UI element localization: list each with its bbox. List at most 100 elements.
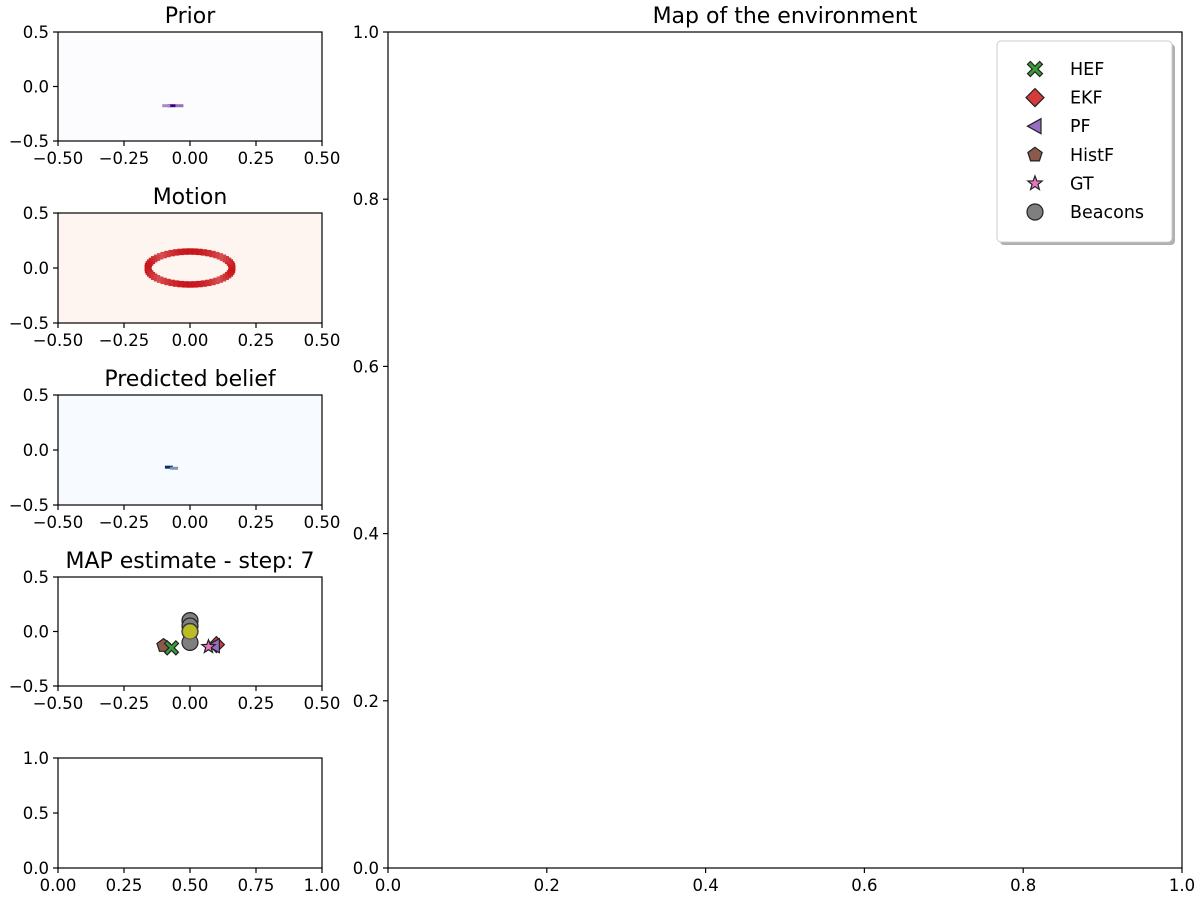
x-tick-label: 0.50 bbox=[304, 513, 341, 532]
axes-title: Motion bbox=[153, 185, 228, 210]
heatmap-cell bbox=[168, 249, 175, 257]
heatmap-cell bbox=[160, 251, 167, 259]
y-tick-label: 0.4 bbox=[353, 525, 379, 544]
x-tick-label: 0.00 bbox=[172, 694, 209, 713]
plot-area-motion bbox=[58, 213, 322, 323]
x-tick-label: −0.25 bbox=[99, 331, 150, 350]
heatmap-cell bbox=[160, 277, 167, 285]
heatmap-cell bbox=[213, 277, 220, 285]
legend-label: GT bbox=[1070, 174, 1094, 194]
heatmap-cell bbox=[164, 250, 171, 258]
heatmap-background bbox=[58, 395, 322, 505]
current-beacon-point bbox=[182, 623, 198, 640]
x-tick-label: −0.50 bbox=[33, 331, 84, 350]
y-tick-label: 1.0 bbox=[23, 749, 49, 768]
hef-point bbox=[163, 640, 180, 656]
axes-map-estimate: −0.50 −0.25 0.00 0.25 0.50 0.5 0.0 −0.5 MAP esti… bbox=[9, 549, 340, 713]
plot-area-predicted bbox=[58, 395, 322, 505]
x-tick-label: 0.25 bbox=[238, 513, 275, 532]
y-tick-label: 0.0 bbox=[23, 259, 49, 278]
plot-area-prior bbox=[58, 32, 322, 141]
y-tick-label: 0.5 bbox=[23, 204, 49, 223]
legend-label: PF bbox=[1070, 117, 1091, 137]
heatmap-cell bbox=[209, 278, 216, 286]
x-tick-label: −0.50 bbox=[33, 694, 84, 713]
pentagon-icon bbox=[1027, 146, 1043, 162]
x-tick-label: 0.75 bbox=[238, 876, 275, 895]
heatmap-background bbox=[58, 213, 322, 323]
y-tick-label: −0.5 bbox=[9, 132, 49, 151]
x-tick-label: 0.00 bbox=[40, 876, 77, 895]
x-tick-label: −0.25 bbox=[99, 694, 150, 713]
heatmap-cell bbox=[186, 281, 194, 288]
heatmap-cell bbox=[177, 280, 184, 288]
heatmap-cell bbox=[168, 279, 175, 287]
heatmap-background bbox=[58, 32, 322, 141]
heatmap-cell bbox=[205, 249, 212, 257]
x-tick-label: 0.50 bbox=[172, 876, 209, 895]
x-tick-label: −0.50 bbox=[33, 149, 84, 168]
legend-label: HistF bbox=[1070, 146, 1114, 166]
axes-title: Prior bbox=[165, 4, 216, 29]
heatmap-cell bbox=[182, 248, 189, 255]
y-tick-label: −0.5 bbox=[9, 677, 49, 696]
triangle-left-icon bbox=[1026, 117, 1042, 135]
circle-icon bbox=[1026, 203, 1044, 221]
plot-area-map-estimate bbox=[156, 611, 226, 656]
axes-title: MAP estimate - step: 7 bbox=[65, 549, 314, 574]
heatmap-cell bbox=[156, 276, 164, 283]
y-tick-label: 0.5 bbox=[23, 568, 49, 587]
x-tick-label: 0.00 bbox=[172, 149, 209, 168]
x-tick-label: 1.0 bbox=[1169, 876, 1195, 895]
x-tick-label: 1.00 bbox=[304, 876, 341, 895]
heatmap-cell bbox=[216, 253, 224, 260]
x-tick-label: 0.50 bbox=[304, 694, 341, 713]
heatmap-cell bbox=[182, 281, 189, 288]
star-icon bbox=[1026, 174, 1044, 191]
x-tick-label: 0.6 bbox=[851, 876, 877, 895]
y-tick-label: 1.0 bbox=[353, 23, 379, 42]
axes-empty-small: 0.00 0.25 0.50 0.75 1.00 1.0 0.5 0.0 bbox=[23, 749, 341, 895]
heatmap-cell bbox=[205, 279, 212, 287]
y-tick-label: 0.0 bbox=[23, 859, 49, 878]
heatmap-cell bbox=[162, 104, 171, 108]
axes-prior: −0.50 −0.25 0.00 0.25 0.50 0.5 0.0 −0.5 Prior bbox=[9, 4, 340, 168]
y-tick-label: 0.0 bbox=[23, 78, 49, 97]
axes-frame bbox=[387, 31, 1183, 869]
y-tick-label: 0.0 bbox=[353, 859, 379, 878]
heatmap-cell bbox=[164, 278, 171, 286]
y-tick-label: 0.0 bbox=[23, 441, 49, 460]
heatmap-cell bbox=[191, 248, 198, 255]
heatmap-cell bbox=[209, 250, 216, 258]
heatmap-cell bbox=[213, 251, 220, 259]
x-tick-label: 0.0 bbox=[375, 876, 401, 895]
heatmap-cell bbox=[228, 266, 236, 274]
heatmap-cell bbox=[172, 249, 180, 256]
axes-title: Map of the environment bbox=[653, 4, 918, 29]
diamond-icon bbox=[1025, 87, 1045, 108]
y-tick-label: 0.5 bbox=[23, 23, 49, 42]
heatmap-cell bbox=[196, 280, 203, 288]
axes-motion: −0.50 −0.25 0.00 0.25 0.50 0.5 0.0 −0.5 Motion bbox=[9, 185, 340, 350]
x-tick-label: −0.50 bbox=[33, 513, 84, 532]
x-tick-label: 0.2 bbox=[534, 876, 560, 895]
heatmap-cell bbox=[164, 465, 173, 469]
x-tick-label: −0.25 bbox=[99, 149, 150, 168]
heatmap-cell bbox=[186, 248, 194, 255]
x-icon bbox=[1026, 60, 1044, 78]
axes-title: Predicted belief bbox=[104, 367, 277, 392]
x-tick-label: 0.50 bbox=[304, 149, 341, 168]
legend-label: HEF bbox=[1070, 60, 1104, 80]
x-tick-label: 0.25 bbox=[238, 331, 275, 350]
axes-environment: 0.0 0.2 0.4 0.6 0.8 1.0 1.0 0.8 0.6 0.4 0.2 0.0 Map … bbox=[353, 4, 1195, 895]
x-tick-label: 0.25 bbox=[238, 694, 275, 713]
gt-point bbox=[200, 638, 217, 654]
legend-box bbox=[996, 40, 1173, 243]
heatmap-cell bbox=[200, 249, 208, 256]
heatmap-cell bbox=[170, 466, 179, 470]
y-tick-label: 0.5 bbox=[23, 804, 49, 823]
heatmap-cell bbox=[200, 280, 208, 287]
legend-label: Beacons bbox=[1070, 203, 1144, 223]
x-tick-label: 0.50 bbox=[304, 331, 341, 350]
